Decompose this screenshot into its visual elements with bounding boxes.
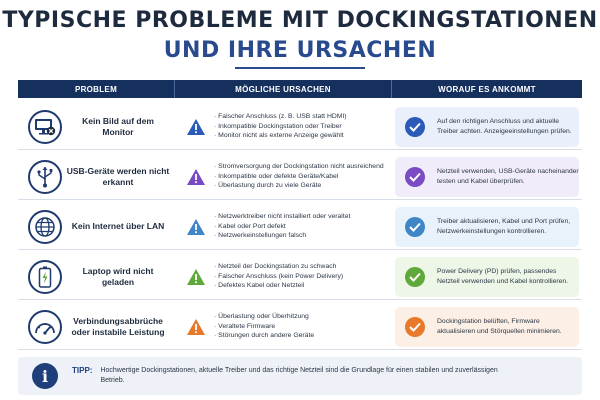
header-problem: PROBLEM xyxy=(74,84,118,94)
battery-icon xyxy=(28,259,62,294)
page-title: TYPISCHE PROBLEME MIT DOCKINGSTATIONEN xyxy=(2,8,598,33)
warning-icon xyxy=(187,268,205,285)
check-icon xyxy=(405,316,425,337)
cause-item: Überlastung durch zu viele Geräte xyxy=(214,181,384,191)
causes-list: Netzwerktreiber nicht installiert oder v… xyxy=(214,212,350,241)
cause-item: Netzwerkeinstellungen falsch xyxy=(214,231,350,241)
globe-icon xyxy=(28,209,62,244)
solution-text: Dockingstation belüften, Firmware aktual… xyxy=(437,318,562,335)
cause-item: Monitor nicht als externe Anzeige gewähl… xyxy=(214,131,347,141)
table-row: Kein Internet über LAN Netzwerktreiber n… xyxy=(18,204,582,250)
cause-item: Stromversorgung der Dockingstation nicht… xyxy=(214,162,383,172)
check-icon xyxy=(405,116,425,137)
causes-list: Netzteil der Dockingstation zu schwach F… xyxy=(214,262,343,291)
header-causes: MÖGLICHE URSACHEN xyxy=(174,80,392,98)
solution-card: Auf den richtigen Anschluss und aktuelle… xyxy=(395,106,579,147)
check-icon xyxy=(405,266,425,287)
title-underline xyxy=(235,67,365,69)
cause-item: Falscher Anschluss (kein Power Delivery) xyxy=(214,272,343,282)
solution-card: Power Delivery (PD) prüfen, passendes Ne… xyxy=(395,256,579,297)
solution-text: Treiber aktualisieren, Kabel und Port pr… xyxy=(437,218,571,235)
problem-label: Laptop wird nicht geladen xyxy=(82,265,154,287)
causes-list: Überlastung oder Überhitzung Veraltete F… xyxy=(214,312,314,341)
cause-item: Netzteil der Dockingstation zu schwach xyxy=(214,262,343,272)
cause-item: Inkompatible Dockingstation oder Treiber xyxy=(214,122,347,132)
problem-label: Verbindungsabbrüche oder instabile Leist… xyxy=(71,315,165,337)
warning-icon xyxy=(187,218,205,235)
page-subtitle: UND IHRE URSACHEN xyxy=(163,38,437,63)
check-icon xyxy=(405,166,425,187)
tip-label: TIPP: xyxy=(72,366,93,375)
solution-text: Auf den richtigen Anschluss und aktuelle… xyxy=(437,118,572,135)
warning-icon xyxy=(187,318,205,335)
usb-icon xyxy=(28,159,62,194)
warning-icon xyxy=(187,118,205,135)
solution-text: Netzteil verwenden, USB-Geräte nacheinan… xyxy=(437,168,579,185)
cause-item: Inkompatible oder defekte Geräte/Kabel xyxy=(214,172,384,182)
causes-list: Stromversorgung der Dockingstation nicht… xyxy=(214,162,384,191)
table-header: PROBLEM MÖGLICHE URSACHEN WORAUF ES ANKO… xyxy=(18,80,582,98)
cause-item: Veraltete Firmware xyxy=(214,322,314,332)
table-row: Kein Bild auf dem Monitor Falscher Ansch… xyxy=(18,104,582,150)
solution-text: Power Delivery (PD) prüfen, passendes Ne… xyxy=(437,268,569,285)
info-icon: i xyxy=(32,363,58,389)
monitor-x-icon xyxy=(28,109,62,144)
warning-icon xyxy=(187,168,205,185)
check-icon xyxy=(405,216,425,237)
cause-item: Defektes Kabel oder Netzteil xyxy=(214,281,343,291)
table-row: Laptop wird nicht geladen Netzteil der D… xyxy=(18,254,582,300)
problem-label: Kein Internet über LAN xyxy=(71,221,165,232)
solution-card: Dockingstation belüften, Firmware aktual… xyxy=(395,306,579,347)
cause-item: Falscher Anschluss (z. B. USB statt HDMI… xyxy=(214,112,346,122)
table-row: USB-Geräte werden nicht erkannt Stromver… xyxy=(18,154,582,200)
table-row: Verbindungsabbrüche oder instabile Leist… xyxy=(18,304,582,350)
causes-list: Falscher Anschluss (z. B. USB statt HDMI… xyxy=(214,112,347,141)
cause-item: Kabel oder Port defekt xyxy=(214,222,350,232)
cause-item: Netzwerktreiber nicht installiert oder v… xyxy=(214,212,350,222)
solution-card: Treiber aktualisieren, Kabel und Port pr… xyxy=(395,206,579,247)
cause-item: Störungen durch andere Geräte xyxy=(214,331,314,341)
tip-text: Hochwertige Dockingstationen, aktuelle T… xyxy=(100,367,498,384)
cause-item: Überlastung oder Überhitzung xyxy=(214,312,314,322)
problem-label: USB-Geräte werden nicht erkannt xyxy=(66,165,170,187)
header-solution: WORAUF ES ANKOMMT xyxy=(438,84,536,94)
gauge-icon xyxy=(28,309,62,344)
problem-label: Kein Bild auf dem Monitor xyxy=(82,115,154,137)
solution-card: Netzteil verwenden, USB-Geräte nacheinan… xyxy=(395,156,579,197)
tip-box: i TIPP: Hochwertige Dockingstationen, ak… xyxy=(18,357,582,395)
